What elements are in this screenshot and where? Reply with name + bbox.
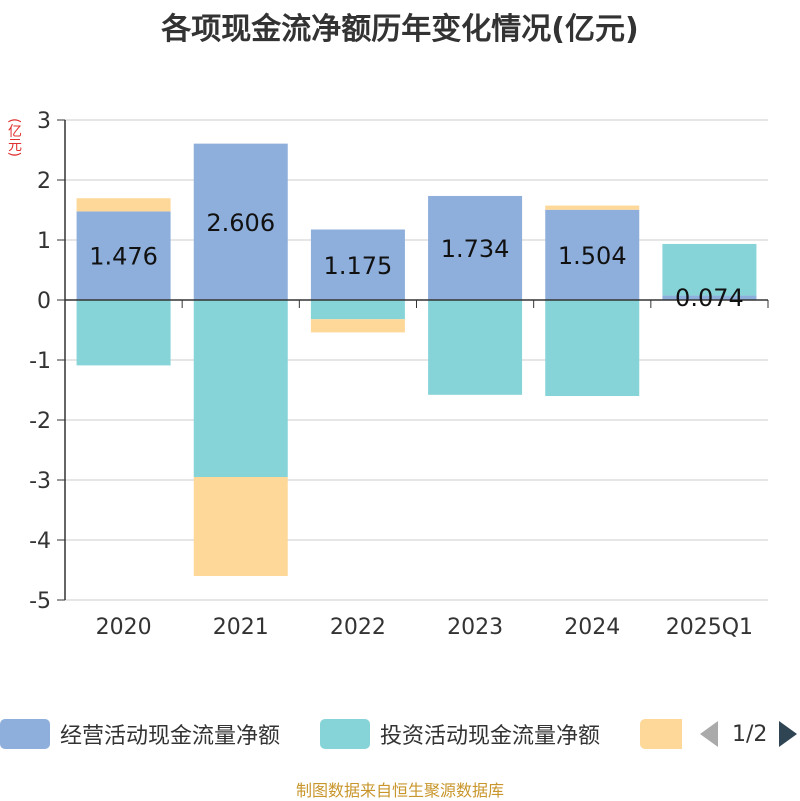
x-tick-label: 2020 [96, 615, 152, 640]
data-label-2020: 1.476 [89, 243, 158, 271]
bar-2025Q1-series-2 [662, 243, 757, 296]
bar-2025Q1-series-1 [662, 295, 757, 300]
y-tick-label: 2 [37, 169, 51, 194]
bar-2020-series-1 [76, 211, 171, 300]
x-tick-label: 2023 [447, 615, 503, 640]
bar-2022-series-2 [310, 300, 405, 320]
x-tick-label: 2021 [213, 615, 269, 640]
legend: 经营活动现金流量净额 投资活动现金流量净额 1/2 [0, 716, 800, 752]
y-tick-label: 3 [37, 109, 51, 134]
legend-label-operating: 经营活动现金流量净额 [60, 724, 281, 749]
x-tick-label: 2025Q1 [666, 615, 753, 640]
legend-next-page-icon[interactable] [779, 721, 798, 747]
bar-2022-series-3 [310, 319, 405, 333]
y-tick-label: 1 [37, 229, 51, 254]
bar-2024-series-1 [545, 209, 640, 300]
x-tick-label: 2022 [330, 615, 386, 640]
bar-2024-series-3 [545, 205, 640, 210]
data-label-2022: 1.175 [324, 252, 393, 280]
x-tick-label: 2024 [564, 615, 620, 640]
legend-pager: 1/2 [700, 716, 798, 752]
bar-2020-series-2 [76, 300, 171, 366]
data-source-footer: 制图数据来自恒生聚源数据库 [295, 781, 504, 800]
y-tick-label: -5 [29, 589, 51, 614]
y-axis-unit-label: (亿元) [6, 118, 22, 157]
legend-label-investing: 投资活动现金流量净额 [380, 724, 601, 749]
y-tick-label: 0 [37, 289, 51, 314]
legend-swatch-third-series [640, 719, 682, 749]
y-tick-label: -2 [29, 409, 51, 434]
data-label-2024: 1.504 [558, 242, 627, 270]
y-tick-label: -4 [29, 529, 51, 554]
y-tick-label: -1 [29, 349, 51, 374]
legend-page-indicator: 1/2 [732, 721, 768, 747]
chart-title: 各项现金流净额历年变化情况(亿元) [161, 12, 639, 47]
legend-item-investing[interactable]: 投资活动现金流量净额 [320, 716, 600, 752]
data-label-2025Q1: 0.074 [675, 284, 744, 312]
legend-swatch-investing [320, 719, 370, 749]
data-label-2021: 2.606 [206, 209, 275, 237]
bar-2021-series-3 [193, 477, 288, 576]
bar-2020-series-3 [76, 198, 171, 212]
bar-2024-series-2 [545, 300, 640, 396]
y-tick-label: -3 [29, 469, 51, 494]
bar-2021-series-1 [193, 143, 288, 300]
bar-2023-series-2 [428, 300, 523, 395]
legend-swatch-operating [0, 719, 50, 749]
data-label-2023: 1.734 [441, 235, 510, 263]
bar-2021-series-2 [193, 300, 288, 477]
bar-2022-series-1 [310, 229, 405, 300]
legend-item-third-series[interactable] [640, 716, 692, 752]
legend-prev-page-icon[interactable] [700, 721, 718, 747]
legend-item-operating[interactable]: 经营活动现金流量净额 [0, 716, 280, 752]
bar-2023-series-1 [428, 195, 523, 300]
